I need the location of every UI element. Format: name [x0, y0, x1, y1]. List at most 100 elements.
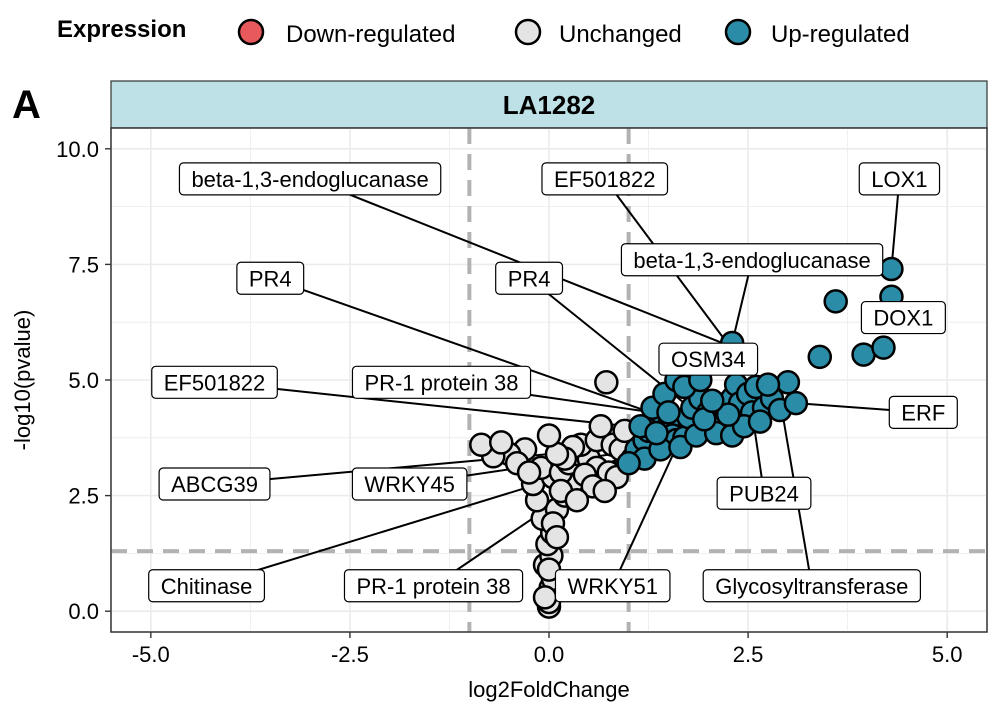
- gene-label: EF501822: [151, 365, 278, 399]
- gene-label-box: [860, 300, 946, 335]
- facet-label: LA1282: [503, 90, 596, 120]
- data-point-up: [775, 370, 801, 395]
- gene-label-text: PR-1 protein 38: [356, 574, 510, 599]
- gene-label: Glycosyltransferase: [702, 569, 921, 603]
- gene-label-text: WRKY45: [364, 472, 454, 497]
- gene-label-box: [495, 261, 564, 295]
- gene-label: ABCG39: [158, 467, 271, 501]
- facet-strip: [110, 80, 988, 129]
- gene-label-box: [178, 162, 442, 196]
- leader-line: [214, 381, 629, 428]
- gene-label: PUB24: [716, 476, 812, 510]
- data-point-up: [747, 409, 773, 434]
- gene-label-box: [351, 365, 532, 399]
- gene-label-text: OSM34: [671, 347, 746, 372]
- data-point-up: [783, 390, 809, 416]
- gene-label-box: [702, 569, 921, 603]
- data-point-unchanged: [592, 478, 617, 504]
- gene-label: ERF: [888, 395, 958, 429]
- gene-label-text: PR4: [249, 266, 292, 291]
- data-point-up: [755, 372, 781, 397]
- leader-line: [528, 277, 686, 404]
- data-point-up: [871, 335, 896, 360]
- y-tick-label: 5.0: [68, 368, 99, 393]
- legend-label-down: Down-regulated: [286, 21, 455, 48]
- legend-label-up: Up-regulated: [771, 21, 910, 48]
- legend-label-unchanged: Unchanged: [559, 21, 682, 48]
- x-axis: -5.0 -2.5 0.0 2.5 5.0: [132, 632, 963, 667]
- y-tick-label: 7.5: [68, 252, 99, 277]
- gene-label: WRKY45: [351, 467, 468, 501]
- data-point-up: [644, 420, 669, 446]
- data-point-unchanged: [516, 460, 542, 485]
- panel-letter: A: [12, 83, 41, 127]
- data-points: [469, 256, 904, 619]
- gene-label-box: [236, 261, 305, 295]
- x-axis-title: log2FoldChange: [468, 677, 629, 702]
- data-point-unchanged: [469, 432, 494, 457]
- data-point-unchanged: [588, 413, 614, 439]
- data-point-unchanged: [532, 585, 558, 610]
- gene-label-text: EF501822: [164, 370, 266, 395]
- gene-label-text: ERF: [901, 400, 945, 425]
- gene-label: EF501822: [541, 162, 669, 196]
- gene-label-box: [554, 569, 671, 603]
- data-point-unchanged: [564, 487, 590, 513]
- gene-label: PR4: [236, 261, 305, 295]
- gene-label-text: LOX1: [871, 167, 927, 192]
- gene-label-text: PR4: [508, 266, 551, 291]
- data-point-up: [715, 402, 741, 427]
- gene-label: beta-1,3-endoglucanase: [620, 243, 884, 277]
- data-point-up: [656, 400, 681, 425]
- leader-line: [269, 277, 677, 423]
- data-point-up: [879, 256, 904, 282]
- data-point-up: [807, 344, 833, 370]
- legend-marker-up: [724, 18, 752, 46]
- y-axis-title: -log10(pvalue): [10, 310, 35, 451]
- x-tick-label: 2.5: [733, 642, 764, 667]
- data-point-unchanged: [594, 370, 619, 395]
- legend-title: Expression: [57, 16, 186, 43]
- gene-label-text: PUB24: [729, 481, 799, 506]
- gene-label: OSM34: [658, 342, 759, 376]
- gene-labels: beta-1,3-endoglucanase EF501822 LOX1 beta-1…: [148, 162, 958, 603]
- gene-label-box: [351, 467, 468, 501]
- data-point-up: [616, 450, 641, 476]
- gene-label-box: [658, 342, 759, 376]
- data-point-unchanged: [488, 430, 514, 455]
- gene-label-text: beta-1,3-endoglucanase: [633, 248, 870, 273]
- gene-label-box: [716, 476, 812, 510]
- y-tick-label: 10.0: [56, 137, 99, 162]
- legend-marker-unchanged: [514, 18, 542, 46]
- gene-label-box: [148, 569, 266, 603]
- data-point-unchanged: [544, 524, 570, 550]
- x-tick-label: 0.0: [534, 642, 565, 667]
- gene-label: WRKY51: [554, 569, 671, 603]
- gene-label-box: [151, 365, 278, 399]
- y-axis: 0.0 2.5 5.0 7.5 10.0: [56, 137, 111, 624]
- gene-label-text: Glycosyltransferase: [715, 574, 908, 599]
- gene-label-text: beta-1,3-endoglucanase: [191, 167, 428, 192]
- gene-label-box: [158, 467, 271, 501]
- gene-label-box: [343, 569, 524, 603]
- gene-label: PR-1 protein 38: [343, 569, 524, 603]
- x-tick-label: -2.5: [331, 642, 369, 667]
- gene-label-box: [888, 395, 958, 429]
- gene-label-text: ABCG39: [171, 472, 258, 497]
- data-point-up: [700, 388, 725, 414]
- gene-label-text: Chitinase: [161, 574, 253, 599]
- gene-label: PR-1 protein 38: [351, 365, 532, 399]
- y-tick-label: 2.5: [68, 484, 99, 509]
- gene-label: LOX1: [858, 162, 941, 196]
- gene-label-text: DOX1: [873, 306, 933, 331]
- gene-label-box: [620, 243, 884, 277]
- x-tick-label: -5.0: [132, 642, 170, 667]
- y-tick-label: 0.0: [68, 599, 99, 624]
- gene-label-text: PR-1 protein 38: [364, 370, 518, 395]
- legend: Expression Down-regulated Unchanged Up-r…: [57, 16, 910, 48]
- gene-label-text: WRKY51: [567, 574, 657, 599]
- gene-label: PR4: [495, 261, 564, 295]
- x-tick-label: 5.0: [932, 642, 963, 667]
- data-point-unchanged: [536, 423, 562, 448]
